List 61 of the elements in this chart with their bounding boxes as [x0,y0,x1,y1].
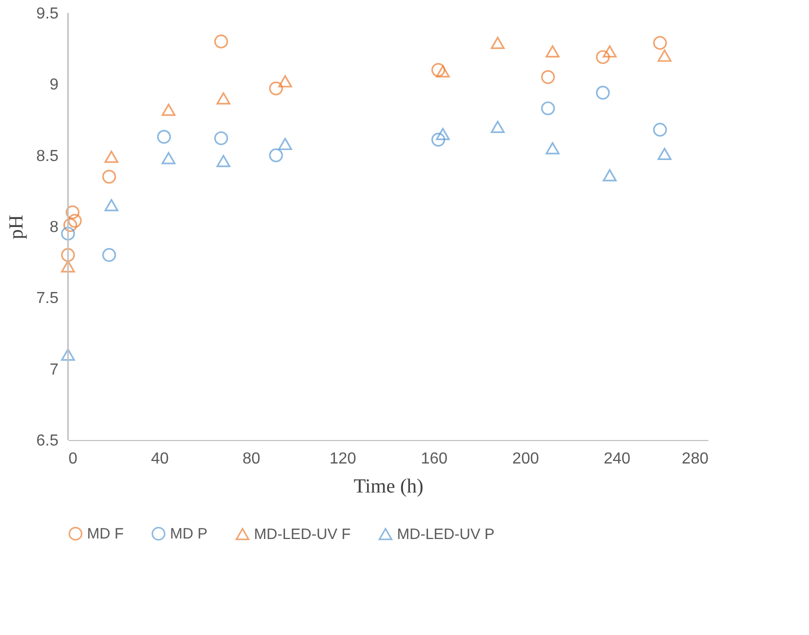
x-tick-label: 200 [512,450,540,468]
point [104,150,118,163]
point [162,104,176,116]
point [61,348,75,361]
x-tick-label: 160 [420,450,448,468]
point [278,75,292,88]
legend-label: MD F [87,526,124,543]
point [216,154,230,168]
point [490,120,505,133]
point [431,132,446,147]
x-tick-label: 40 [151,450,169,468]
point [436,128,450,140]
point [436,65,450,78]
legend-label: MD-LED-UV P [397,526,495,544]
point [596,50,610,64]
point [658,50,672,62]
point [602,169,617,182]
point [61,226,75,241]
x-tick-label: 280 [682,450,709,468]
point [216,92,230,105]
point [61,248,75,262]
y-tick-label: 8.5 [36,148,59,165]
y-tick-label: 7 [50,361,59,378]
x-tick-label: 80 [242,450,260,468]
point [162,152,176,164]
y-tick-label: 9 [50,76,59,94]
point [431,63,446,77]
y-axis-title: pH [5,214,28,240]
point [658,148,672,160]
point [102,170,116,184]
point [214,34,228,48]
point [66,205,80,220]
y-tick-label: 9.5 [36,6,59,22]
point [102,248,116,262]
y-tick-label: 6.5 [36,432,59,450]
point [269,82,283,96]
point [61,260,75,272]
point [596,86,610,100]
x-tick-label: 240 [604,450,631,468]
point [602,45,617,58]
point [214,131,228,146]
point [653,122,667,137]
point [68,214,82,228]
point [541,70,555,84]
y-tick-label: 8 [50,219,59,236]
point [541,101,555,116]
point [653,36,667,50]
point [63,218,78,232]
legend-label: MD P [170,526,208,543]
point [278,138,292,150]
legend-label: MD-LED-UV F [254,526,351,544]
x-axis-title: Time (h) [354,476,424,498]
point [104,199,118,212]
point [546,142,560,154]
point [157,130,171,144]
y-tick-label: 7.5 [36,290,59,308]
point [269,148,283,162]
point [490,36,505,49]
x-tick-label: 0 [68,450,78,468]
x-tick-label: 120 [329,450,356,468]
point [546,45,560,58]
